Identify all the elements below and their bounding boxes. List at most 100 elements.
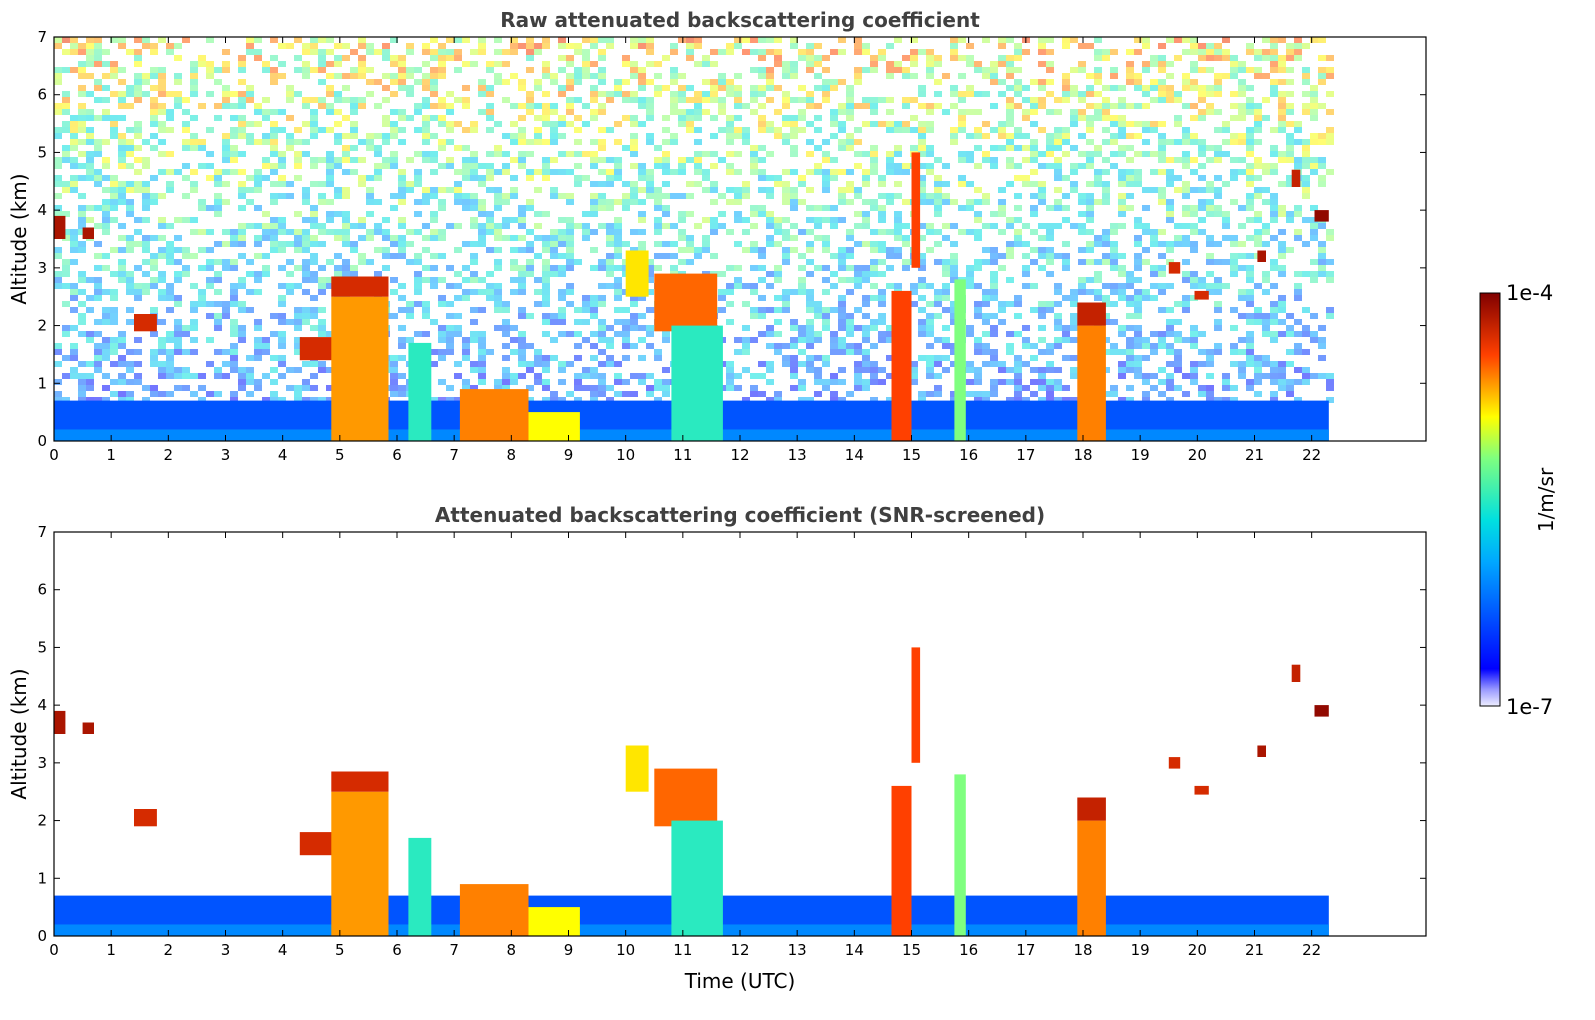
cloud-feature: [1168, 757, 1181, 769]
cloud-feature: [1257, 250, 1266, 262]
cloud-feature: [528, 907, 580, 936]
y-tick-label: 7: [37, 523, 47, 541]
panel-raw-title: Raw attenuated backscattering coefficien…: [500, 8, 980, 32]
y-tick-label: 0: [37, 927, 47, 945]
cloud-feature: [134, 809, 157, 827]
cloud-feature: [891, 785, 912, 936]
x-tick-label: 7: [449, 941, 459, 959]
y-tick-label: 3: [37, 754, 47, 772]
x-tick-label: 20: [1188, 941, 1207, 959]
cloud-feature: [1077, 325, 1106, 441]
x-tick-label: 4: [278, 446, 288, 464]
x-tick-label: 13: [788, 446, 807, 464]
x-tick-label: 11: [673, 941, 692, 959]
cloud-feature: [54, 710, 66, 734]
cloud-feature: [1291, 169, 1301, 187]
colorbar-max-label: 1e-4: [1506, 281, 1553, 305]
cloud-feature: [82, 722, 94, 734]
x-tick-label: 15: [902, 446, 921, 464]
cloud-feature: [671, 325, 723, 441]
x-tick-label: 5: [335, 446, 345, 464]
x-tick-label: 2: [164, 446, 174, 464]
cloud-feature: [331, 771, 389, 792]
x-tick-label: 21: [1245, 941, 1264, 959]
panel-raw-ylabel: Altitude (km): [7, 173, 31, 304]
x-tick-label: 12: [730, 446, 749, 464]
panel-screened-xlabel: Time (UTC): [684, 969, 796, 993]
y-tick-label: 2: [37, 812, 47, 830]
cloud-feature: [671, 820, 723, 936]
x-tick-label: 16: [959, 941, 978, 959]
cloud-feature: [954, 279, 966, 441]
x-tick-label: 21: [1245, 446, 1264, 464]
y-tick-label: 1: [37, 374, 47, 392]
x-tick-label: 22: [1302, 446, 1321, 464]
y-tick-label: 6: [37, 86, 47, 104]
colorbar-gradient: [1479, 292, 1501, 707]
panel-screened-ylabel: Altitude (km): [7, 668, 31, 799]
cloud-feature: [459, 389, 529, 441]
cloud-feature: [1314, 210, 1329, 222]
cloud-feature: [82, 227, 94, 239]
cloud-feature: [1194, 785, 1209, 795]
y-tick-label: 4: [37, 201, 47, 219]
y-tick-label: 1: [37, 869, 47, 887]
colorbar-unit-label: 1/m/sr: [1534, 467, 1558, 532]
cloud-feature: [1168, 262, 1181, 274]
panel-screened-heatmap: [54, 647, 1329, 936]
cloud-feature: [1077, 797, 1106, 821]
x-tick-label: 2: [164, 941, 174, 959]
x-tick-label: 17: [1016, 446, 1035, 464]
x-tick-label: 10: [616, 446, 635, 464]
x-tick-label: 8: [507, 941, 517, 959]
x-tick-label: 5: [335, 941, 345, 959]
x-tick-label: 14: [845, 941, 864, 959]
x-tick-label: 14: [845, 446, 864, 464]
x-tick-label: 3: [221, 446, 231, 464]
cloud-feature: [911, 152, 921, 268]
cloud-feature: [1314, 705, 1329, 717]
x-tick-label: 17: [1016, 941, 1035, 959]
y-tick-label: 0: [37, 432, 47, 450]
cloud-feature: [954, 774, 966, 936]
cloud-feature: [891, 290, 912, 441]
x-tick-label: 0: [49, 446, 59, 464]
panel-screened-frame: [53, 531, 1427, 937]
x-tick-label: 4: [278, 941, 288, 959]
cloud-feature: [54, 215, 66, 239]
cloud-feature: [654, 768, 718, 827]
cloud-feature: [331, 276, 389, 297]
x-tick-label: 19: [1131, 446, 1150, 464]
panel-raw-ticks: 0 1 2 3 4 5 6 7 8 9 10 11 12 13 14 15 16 17 18 19 20 21 220123…: [37, 28, 1426, 464]
panel-screened-title: Attenuated backscattering coefficient (S…: [435, 503, 1045, 527]
y-tick-label: 3: [37, 259, 47, 277]
x-tick-label: 12: [730, 941, 749, 959]
x-tick-label: 9: [564, 941, 574, 959]
y-tick-label: 2: [37, 317, 47, 335]
x-tick-label: 6: [392, 446, 402, 464]
x-tick-label: 13: [788, 941, 807, 959]
panel-screened: Attenuated backscattering coefficient (S…: [7, 503, 1427, 993]
cloud-feature: [299, 832, 335, 856]
x-tick-label: 19: [1131, 941, 1150, 959]
x-tick-label: 15: [902, 941, 921, 959]
y-tick-label: 6: [37, 581, 47, 599]
y-tick-label: 7: [37, 28, 47, 46]
cloud-feature: [1077, 302, 1106, 326]
cloud-feature: [528, 412, 580, 441]
x-tick-label: 7: [449, 446, 459, 464]
x-tick-label: 20: [1188, 446, 1207, 464]
panel-screened-ticks: 0 1 2 3 4 5 6 7 8 9 10 11 12 13 14 15 16 17 18 19 20 21 220123…: [37, 523, 1426, 959]
x-tick-label: 1: [106, 941, 116, 959]
cloud-feature: [654, 273, 718, 332]
x-tick-label: 0: [49, 941, 59, 959]
cloud-feature: [331, 296, 389, 441]
y-tick-label: 4: [37, 696, 47, 714]
y-tick-label: 5: [37, 143, 47, 161]
colorbar-min-label: 1e-7: [1506, 695, 1553, 719]
cloud-feature: [408, 342, 432, 441]
cloud-feature: [1257, 745, 1266, 757]
cloud-feature: [1194, 290, 1209, 300]
x-tick-label: 9: [564, 446, 574, 464]
x-tick-label: 10: [616, 941, 635, 959]
